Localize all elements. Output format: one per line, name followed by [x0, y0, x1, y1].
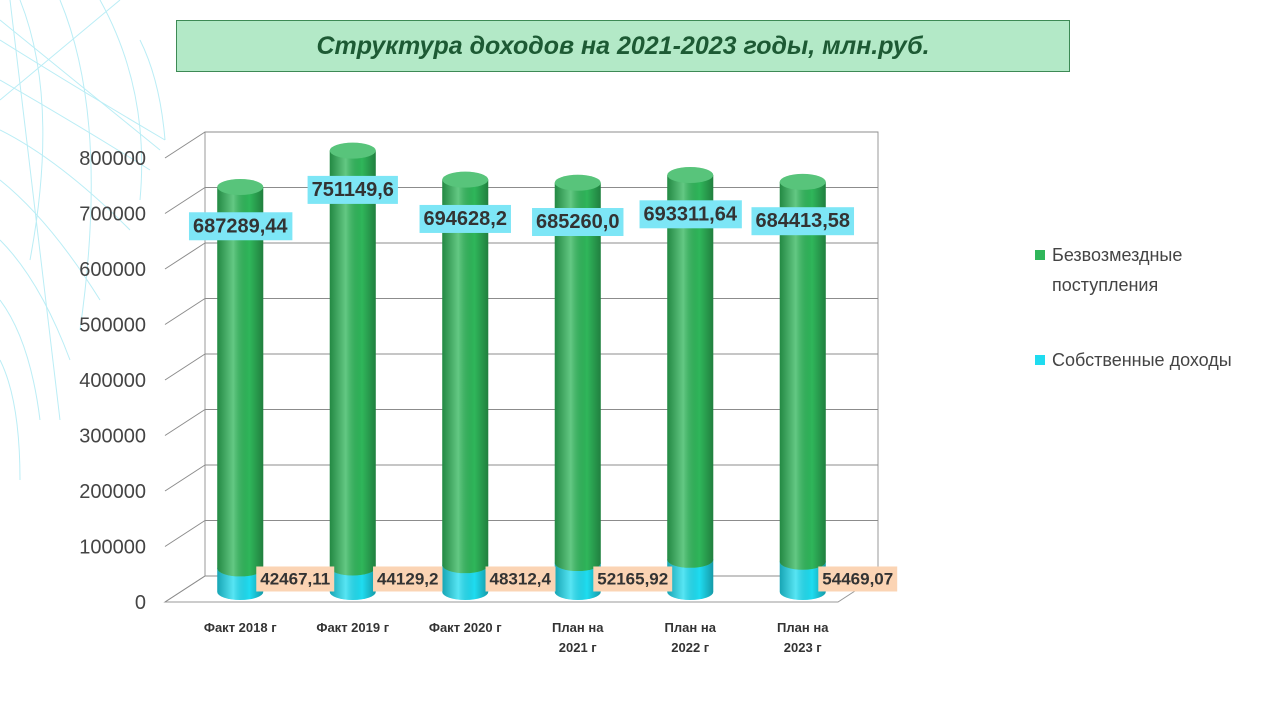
y-tick-label: 800000	[79, 148, 146, 170]
bar-top	[667, 167, 714, 184]
value-label-box	[307, 175, 398, 204]
x-tick-label: Факт 2018 г	[203, 620, 277, 635]
bar-shade	[667, 559, 714, 600]
grid-line	[164, 242, 206, 270]
bar-shade	[329, 150, 376, 576]
bar-top	[554, 174, 601, 191]
bar-top	[442, 171, 489, 188]
value-label: 684413,58	[755, 210, 850, 232]
value-label: 693311,64	[644, 203, 738, 225]
y-tick-label: 400000	[79, 370, 146, 392]
y-tick-label: 700000	[79, 204, 146, 226]
grid-line	[164, 131, 206, 159]
x-tick-label: Факт 2020 г	[428, 620, 502, 635]
value-label: 42467,11	[260, 569, 330, 588]
value-label-box	[751, 207, 855, 236]
bar-shade	[554, 182, 601, 572]
grid-line	[164, 575, 206, 603]
grid-line	[164, 187, 206, 214]
bar-top-highlight	[329, 142, 376, 159]
legend-label: Собственные доходы	[1052, 350, 1232, 370]
bar-top-highlight	[667, 167, 714, 184]
value-label: 48312,4	[490, 569, 552, 588]
bar-shade	[442, 565, 489, 600]
bar-shade	[442, 179, 489, 574]
bar-shade	[329, 567, 376, 600]
value-label: 52165,92	[597, 569, 668, 588]
bar-top	[779, 173, 826, 190]
grid-line	[164, 409, 206, 436]
y-tick-label: 500000	[79, 315, 146, 337]
bar-top-highlight	[779, 173, 826, 190]
x-tick-label: План на 2021 г	[552, 620, 604, 655]
value-label-box	[256, 566, 335, 592]
legend-marker	[1035, 250, 1045, 260]
value-label: 54469,07	[822, 569, 893, 588]
bar-shade	[779, 181, 826, 570]
value-label-box	[593, 566, 673, 592]
value-label: 685260,0	[536, 211, 619, 233]
bar-shade	[217, 568, 264, 600]
plot: 0 100000 200000 300000 400000 500000 600000 700…	[79, 131, 1045, 614]
bar-top-highlight	[442, 171, 489, 188]
bar-top	[329, 142, 376, 159]
bar-top-highlight	[554, 174, 601, 191]
decor	[0, 0, 166, 481]
value-label-box	[818, 566, 898, 592]
grid-line	[164, 298, 206, 325]
grid-line	[164, 520, 206, 547]
y-tick-label: 100000	[79, 537, 146, 559]
value-label: 687289,44	[193, 215, 288, 237]
legend-label: Безвозмездные поступления	[1052, 245, 1183, 295]
y-tick-label: 300000	[79, 426, 146, 448]
bar-top-highlight	[217, 178, 264, 195]
bar-shade	[554, 563, 601, 600]
y-tick-label: 0	[135, 592, 146, 614]
legend-marker	[1035, 355, 1045, 365]
x-tick-label: Факт 2019 г	[316, 620, 390, 635]
value-label-box	[485, 566, 556, 592]
grid-line	[164, 353, 206, 381]
x-tick-label: План на 2023 г	[777, 620, 829, 655]
value-label: 694628,2	[424, 208, 507, 230]
value-label-box	[639, 200, 742, 229]
grid-line	[164, 464, 206, 492]
chart-title: Структура доходов на 2021-2023 годы, млн…	[176, 20, 1070, 72]
x-tick-label: План на 2022 г	[664, 620, 716, 655]
bar-shade	[217, 186, 264, 577]
y-tick-label: 200000	[79, 481, 146, 503]
bar-shade	[779, 561, 826, 600]
value-label-box	[188, 212, 293, 241]
value-label-box	[373, 566, 443, 592]
bar-top	[217, 178, 264, 195]
value-label: 751149,6	[312, 179, 394, 201]
y-tick-label: 600000	[79, 259, 146, 281]
value-label-box	[532, 208, 624, 237]
bar-shade	[667, 175, 714, 568]
value-label-box	[419, 204, 511, 233]
value-label: 44129,2	[377, 569, 438, 588]
